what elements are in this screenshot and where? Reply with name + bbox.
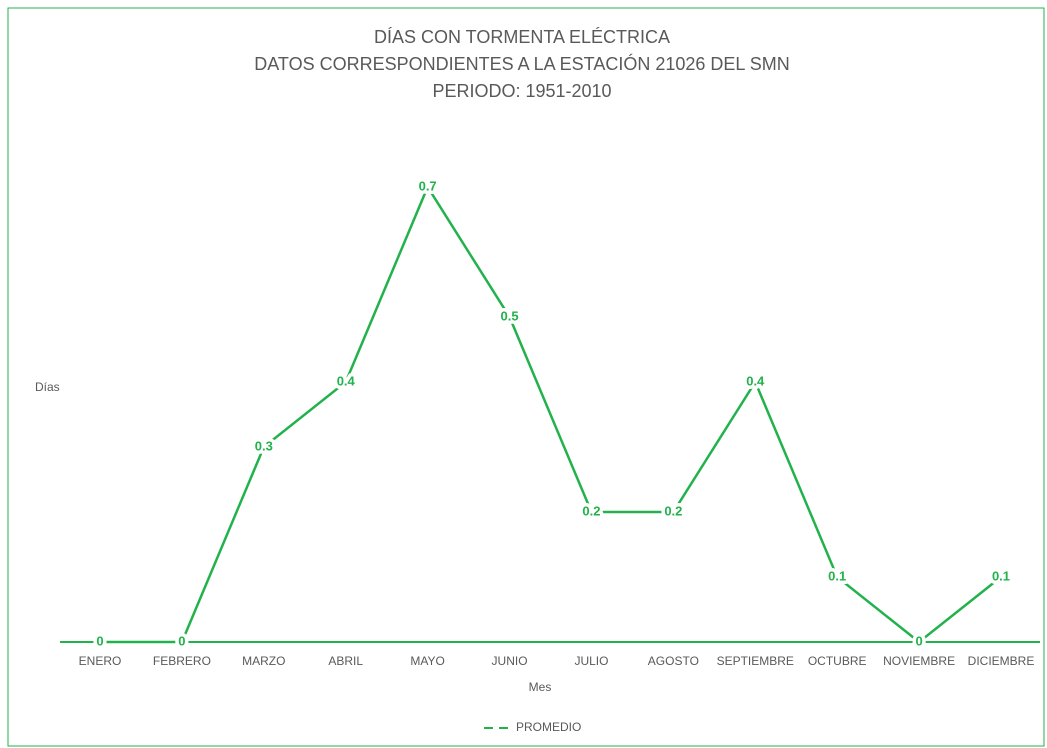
data-label: 0.7 [419, 178, 437, 193]
data-label: 0.4 [337, 373, 356, 388]
data-label: 0 [915, 633, 922, 648]
x-axis-label: Mes [529, 680, 552, 694]
x-tick-label: AGOSTO [648, 654, 699, 668]
data-label: 0 [96, 633, 103, 648]
x-tick-label: NOVIEMBRE [883, 654, 955, 668]
data-label: 0.1 [828, 568, 846, 583]
data-line [100, 184, 1002, 644]
x-tick-label: DICIEMBRE [968, 654, 1035, 668]
data-label: 0 [178, 633, 185, 648]
chart-title: DATOS CORRESPONDIENTES A LA ESTACIÓN 210… [254, 53, 790, 74]
chart-title: DÍAS CON TORMENTA ELÉCTRICA [374, 27, 670, 47]
data-label: 0.2 [664, 503, 682, 518]
data-label: 0.5 [501, 308, 519, 323]
legend-label: PROMEDIO [516, 720, 581, 734]
x-tick-label: FEBRERO [153, 654, 211, 668]
chart-border [7, 7, 1045, 747]
data-label: 0.3 [255, 438, 273, 453]
x-tick-label: JULIO [574, 654, 608, 668]
chart-title: PERIODO: 1951-2010 [432, 81, 611, 101]
x-tick-label: MARZO [242, 654, 285, 668]
data-label: 0.4 [746, 373, 765, 388]
x-tick-label: MAYO [410, 654, 444, 668]
x-tick-label: JUNIO [492, 654, 528, 668]
data-label: 0.2 [582, 503, 600, 518]
x-tick-label: ABRIL [328, 654, 363, 668]
data-label: 0.1 [992, 568, 1010, 583]
x-tick-label: SEPTIEMBRE [717, 654, 794, 668]
x-tick-label: OCTUBRE [808, 654, 867, 668]
y-axis-label: Días [35, 380, 60, 394]
x-tick-label: ENERO [79, 654, 122, 668]
